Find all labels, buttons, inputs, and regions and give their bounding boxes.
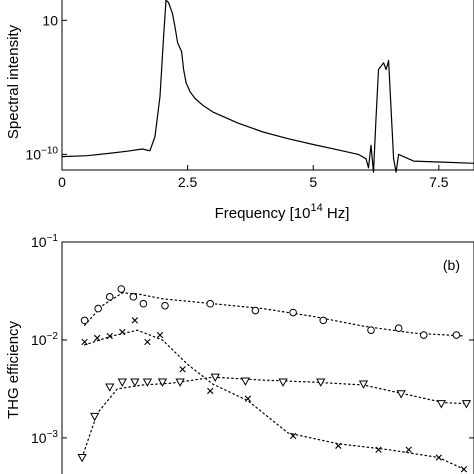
panel-b-cross-point	[375, 446, 382, 453]
panel-b-triangle-point	[142, 378, 153, 387]
panel-a-y-ticks: 10−10 10	[25, 12, 67, 162]
panel-b-circle-point	[367, 326, 375, 334]
panel-b-trend-lines	[81, 292, 468, 470]
panel-b-triangle-point	[157, 378, 168, 387]
panel-a-spectrum-line	[61, 0, 474, 173]
panel-b-circle-point	[94, 304, 102, 313]
panel-a-y-tick-label: 10	[42, 12, 58, 28]
panel-b-cross-point	[81, 338, 88, 346]
panel-a-series	[61, 0, 474, 173]
panel-b-cross-point	[156, 331, 164, 339]
panel-a-plot-frame	[61, 0, 474, 171]
panel-a-x-tick-label: 7.5	[429, 174, 449, 190]
panel-b-cross-point	[435, 454, 443, 461]
panel-b-circle-point	[161, 301, 169, 310]
panel-b-triangle-point	[396, 390, 406, 399]
panel-b-cross-point	[244, 395, 252, 402]
panel-b-cross-point	[106, 332, 113, 340]
panel-b-circle-point	[206, 299, 215, 308]
panel-b-triangle-point	[210, 373, 220, 383]
panel-b-series	[77, 285, 472, 473]
panel-b-circle-point	[289, 308, 297, 317]
panel-b-circle-point	[394, 324, 403, 333]
panel-b-triangle-point	[461, 400, 472, 409]
panel-b-y-tick-label: 10−2	[31, 331, 58, 348]
panel-b-triangle-point	[278, 378, 288, 387]
panel-a-ylabel: Spectral intensity	[5, 24, 22, 139]
panel-b-dotted-trend-line	[83, 292, 465, 337]
panel-b-circle-point	[129, 293, 138, 301]
panel-b-circle-point	[139, 299, 148, 308]
panel-b-plot-frame	[61, 241, 474, 474]
panel-b-cross-point	[119, 328, 126, 336]
panel-b-triangle-point	[105, 383, 115, 392]
panel-b-ylabel: THG efficiency	[5, 320, 22, 419]
panel-b-y-tick-label: 10−1	[31, 233, 58, 250]
panel-b-circle-point	[419, 331, 428, 339]
panel-b: 10−1 10−2 10−3 THG efficiency (b)	[5, 233, 474, 474]
panel-b-cross-point	[405, 446, 412, 453]
panel-a-x-tick-label: 0	[58, 174, 66, 190]
panel-b-circle-point	[105, 293, 114, 301]
panel-b-cross-point	[207, 387, 214, 395]
panel-b-cross-point	[93, 334, 101, 342]
panel-a-x-tick-label: 2.5	[178, 174, 198, 190]
panel-b-triangle-point	[130, 378, 140, 387]
panel-b-triangle-point	[436, 400, 446, 409]
panel-a: 0 2.5 5 7.5 10−10 10 Spectral intensity Freq…	[5, 0, 474, 222]
panel-b-triangle-point	[316, 378, 326, 387]
panel-b-triangle-point	[117, 378, 127, 387]
panel-b-cross-point	[460, 466, 468, 473]
panel-b-triangle-point	[240, 377, 251, 386]
panel-a-y-tick-label: 10−10	[25, 145, 58, 162]
panel-b-y-ticks: 10−1 10−2 10−3	[31, 233, 474, 446]
panel-b-y-tick-label: 10−3	[31, 429, 58, 446]
panel-a-x-ticks: 0 2.5 5 7.5	[58, 165, 449, 190]
panel-b-triangle-point	[77, 453, 87, 463]
panel-b-cross-point	[131, 317, 139, 324]
panel-b-circle-point	[319, 316, 328, 325]
panel-b-circle-point	[80, 316, 89, 325]
panel-b-circle-point	[117, 285, 126, 293]
panel-b-dotted-trend-line	[83, 329, 465, 470]
panel-b-cross-point	[179, 366, 186, 373]
panel-b-triangle-point	[90, 412, 100, 422]
panel-b-cross-point	[289, 432, 297, 440]
panel-b-circle-point	[251, 306, 260, 315]
panel-a-x-tick-label: 5	[309, 174, 317, 190]
panel-a-xlabel: Frequency [1014 Hz]	[215, 202, 350, 222]
panel-b-triangle-point	[175, 378, 185, 387]
panel-b-cross-point	[144, 338, 151, 346]
panel-b-cross-point	[335, 442, 342, 449]
panel-b-circle-point	[452, 331, 461, 339]
panel-b-triangle-point	[358, 380, 369, 389]
panel-b-label: (b)	[443, 257, 460, 273]
panel-b-dotted-trend-line	[81, 376, 468, 459]
